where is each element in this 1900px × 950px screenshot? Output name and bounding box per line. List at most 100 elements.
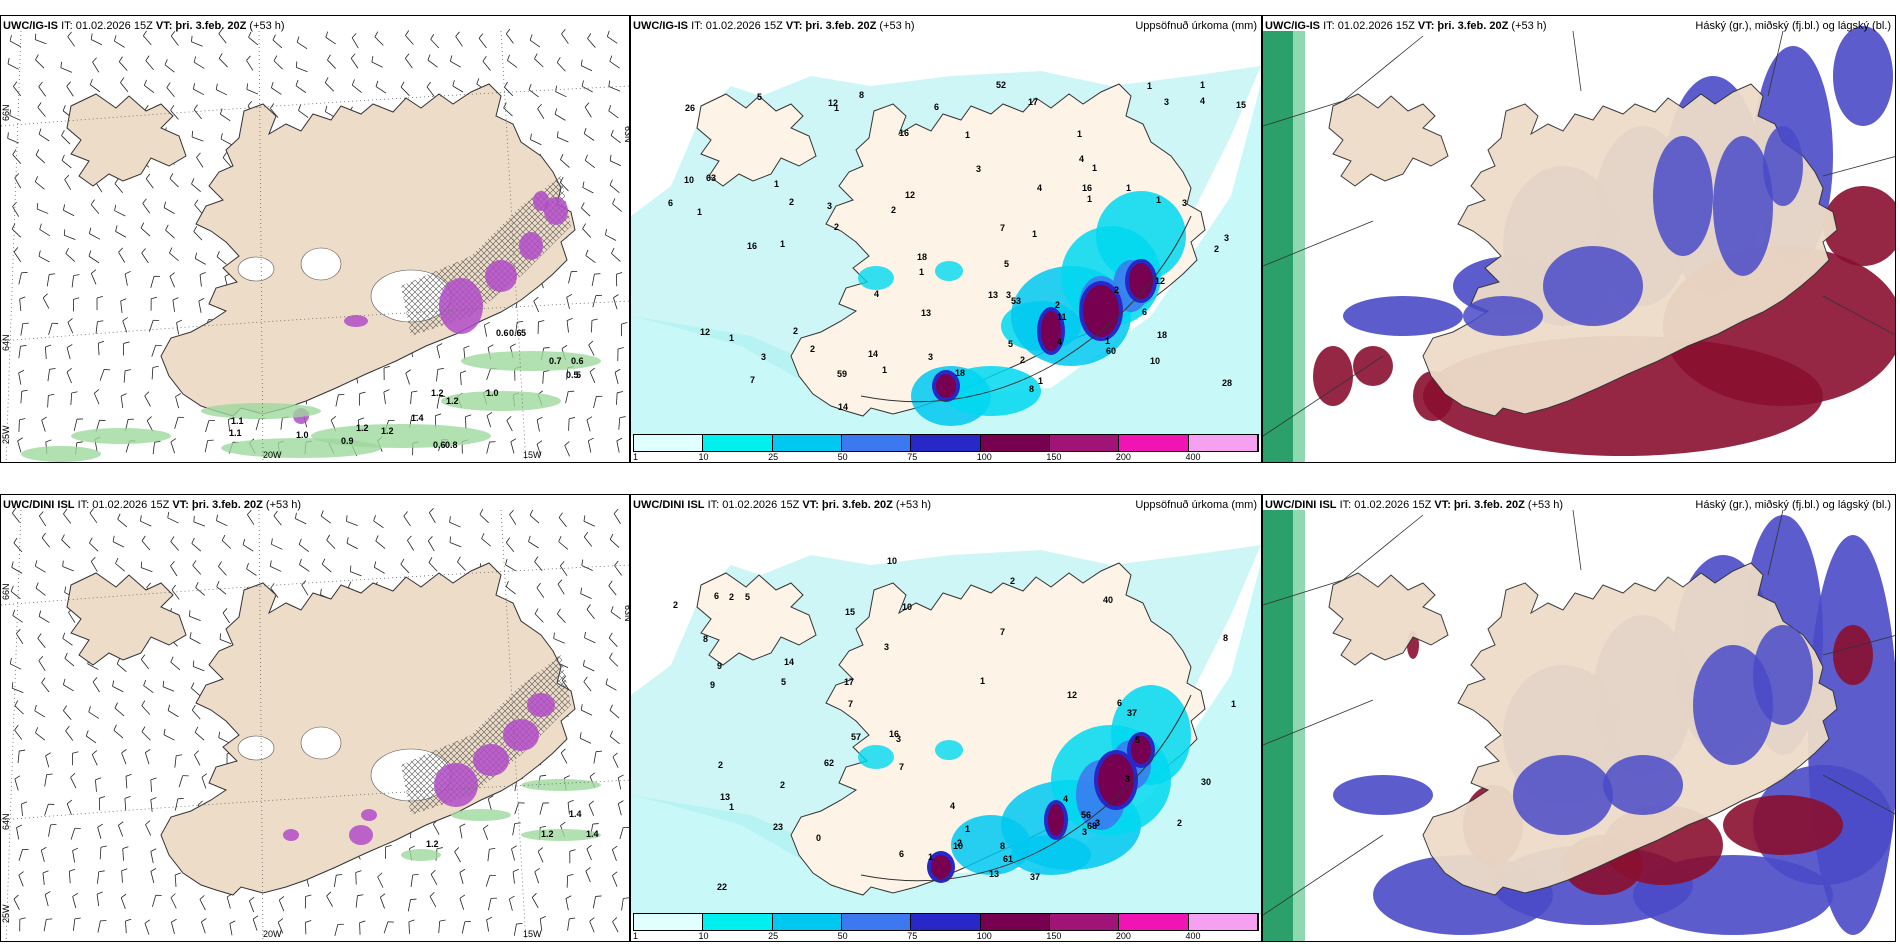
wind-barb-feather	[194, 726, 199, 733]
precip-value-label: 2	[789, 197, 794, 207]
valid-prefix: VT:	[172, 499, 189, 511]
wind-barb-feather	[383, 389, 390, 393]
wind-barb	[487, 849, 490, 862]
wind-barb-feather	[557, 579, 563, 585]
wind-barb-feather	[89, 78, 93, 85]
colorbar-segment	[772, 914, 842, 930]
wind-barb	[140, 659, 150, 670]
wind-barb	[125, 776, 128, 789]
wind-barb	[18, 346, 21, 359]
precip-value-label: 1	[1156, 195, 1161, 205]
wind-barb-feather	[586, 416, 593, 421]
wind-barb-feather	[45, 439, 52, 443]
wind-barb	[112, 686, 124, 693]
precip-value-label: 10	[902, 602, 912, 612]
wind-barb	[325, 36, 336, 45]
wind-barb-feather	[357, 894, 364, 897]
wind-barb	[510, 441, 515, 454]
wind-barb-feather	[35, 54, 39, 61]
wind-barb	[487, 798, 492, 811]
wind-barb	[92, 61, 100, 73]
wind-barb	[459, 372, 462, 385]
colorbar-segment	[1049, 914, 1120, 930]
wind-barb	[505, 33, 514, 44]
wind-barb	[121, 752, 127, 765]
wind-barb	[407, 899, 411, 912]
wind-barb-feather	[436, 847, 443, 850]
wind-barb-feather	[383, 365, 390, 369]
wind-speed-shading	[451, 809, 511, 821]
precip-value-label: 1	[919, 267, 924, 277]
precip-value-label: 4	[874, 289, 879, 299]
wind-barb	[375, 540, 386, 549]
wind-barb	[199, 274, 202, 287]
wind-barb-feather	[609, 730, 613, 737]
precip-value-label: 11	[1057, 312, 1067, 322]
wind-barb	[191, 183, 201, 192]
wind-barb	[407, 540, 415, 551]
wind-barb-feather	[588, 340, 594, 346]
wind-barb	[38, 616, 50, 623]
wind-barb-feather	[172, 297, 179, 301]
wind-barb	[150, 779, 152, 792]
wind-barb-feather	[37, 102, 42, 108]
colorbar-label: 10	[698, 452, 709, 462]
region-boundaries	[1263, 509, 1895, 916]
mid-cloud-area	[1603, 755, 1683, 815]
wind-barb-feather	[403, 511, 408, 517]
wind-speed-shading	[401, 849, 441, 861]
wind-barb-feather	[98, 340, 105, 344]
wind-barb	[582, 228, 592, 238]
wind-barb	[18, 419, 20, 432]
precip-value-label: 37	[1030, 872, 1040, 882]
wind-barb-feather	[272, 34, 276, 41]
wind-barb-feather	[320, 588, 322, 595]
wind-barb	[486, 415, 492, 428]
wind-barb-feather	[218, 731, 221, 738]
wind-barb-feather	[537, 103, 542, 109]
wind-barb-feather	[558, 536, 562, 542]
wind-barb-feather	[439, 919, 446, 922]
wind-barb	[374, 566, 385, 574]
wind-barb-feather	[278, 896, 285, 901]
precip-value-label: 68	[1087, 821, 1097, 831]
wind-barb	[255, 418, 260, 431]
precip-shading	[527, 693, 555, 717]
wind-barb	[508, 898, 513, 911]
wind-barb	[9, 115, 21, 121]
precip-value-label: 2	[834, 222, 839, 232]
wind-barb-feather	[609, 154, 612, 161]
precip-value-label: 12	[1067, 690, 1077, 700]
wind-barb-feather	[124, 796, 131, 799]
wind-barb	[556, 62, 566, 72]
wind-barb-feather	[247, 100, 253, 107]
precip-value-label: 2	[1214, 244, 1219, 254]
wind-barb-feather	[608, 80, 611, 87]
wind-barb-feather	[528, 535, 531, 542]
wind-barb	[375, 86, 387, 94]
precip-value-label: 56	[1081, 810, 1091, 820]
wind-barb	[193, 109, 202, 120]
wind-barb-feather	[409, 845, 415, 850]
wind-barb	[296, 67, 308, 73]
wind-barb-feather	[588, 437, 594, 442]
wind-barb	[143, 35, 152, 46]
wind-barb	[557, 136, 569, 143]
wind-barb-feather	[139, 515, 142, 522]
precip-value-label: 1	[1147, 81, 1152, 91]
wind-barb	[17, 440, 22, 453]
wind-barb-feather	[218, 53, 223, 59]
wind-barb	[485, 875, 491, 887]
wind-barb	[408, 921, 410, 934]
cloud-map	[1263, 16, 1895, 462]
precip-value-label: 13	[720, 792, 730, 802]
wind-barb	[13, 251, 22, 263]
wind-barb	[70, 828, 76, 840]
wind-barb	[150, 871, 155, 884]
wind-barb-feather	[374, 31, 379, 38]
wind-barb-feather	[19, 296, 26, 300]
precip-value-label: 6	[668, 198, 673, 208]
precip-value-label: 2	[1114, 285, 1119, 295]
wind-barb	[554, 113, 566, 121]
wind-barb-feather	[164, 59, 168, 65]
